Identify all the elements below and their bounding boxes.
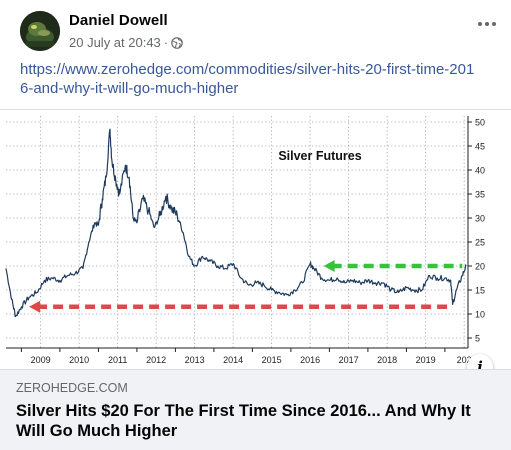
link-preview-card[interactable]: ZEROHEDGE.COM Silver Hits $20 For The Fi…: [0, 369, 511, 450]
link-preview-image[interactable]: 5 10 15 20 25 30 35 40 45 50 2009 2010 2011 2012 2013 2…: [0, 109, 511, 370]
y-tick-label: 40: [475, 166, 485, 176]
meta-separator: ·: [163, 35, 169, 50]
y-tick-label: 30: [475, 214, 485, 224]
y-tick-label: 5: [475, 334, 480, 344]
y-tick-label: 35: [475, 190, 485, 200]
silver-futures-chart: 5 10 15 20 25 30 35 40 45 50 2009 2010 2011 2012 2013 2…: [5, 116, 485, 365]
post-timestamp[interactable]: 20 July at 20:43: [69, 35, 161, 50]
x-tick-label: 2009: [31, 355, 51, 365]
link-domain: ZEROHEDGE.COM: [16, 381, 128, 395]
more-options-icon[interactable]: [473, 14, 501, 34]
link-headline[interactable]: Silver Hits $20 For The First Time Since…: [16, 402, 471, 440]
avatar[interactable]: [20, 11, 60, 51]
y-tick-label: 50: [475, 118, 485, 128]
chart-title: Silver Futures: [278, 149, 361, 163]
x-tick-label: 2010: [69, 355, 89, 365]
avatar-image: [20, 11, 60, 51]
x-tick-label: 2018: [377, 355, 397, 365]
x-tick-label: 202: [457, 355, 472, 365]
y-tick-label: 25: [475, 238, 485, 248]
x-tick-label: 2011: [108, 355, 127, 365]
post-meta: 20 July at 20:43 ·: [69, 35, 183, 50]
info-icon-glyph: i: [477, 358, 483, 376]
author-name[interactable]: Daniel Dowell: [69, 12, 168, 29]
x-tick-label: 2014: [223, 355, 243, 365]
red-arrow-head: [29, 300, 41, 313]
x-tick-label: 2019: [416, 355, 436, 365]
y-tick-label: 20: [475, 262, 485, 272]
green-arrow-head: [323, 260, 335, 272]
y-tick-label: 10: [475, 310, 485, 320]
silver-futures-series-line: [5, 128, 467, 318]
x-tick-label: 2017: [339, 355, 359, 365]
x-tick-label: 2016: [300, 355, 320, 365]
x-tick-label: 2012: [146, 355, 166, 365]
x-tick-label: 2013: [185, 355, 205, 365]
post-link[interactable]: https://www.zerohedge.com/commodities/si…: [20, 61, 475, 97]
x-tick-label: 2015: [262, 355, 282, 365]
globe-icon: [171, 37, 183, 49]
y-tick-label: 15: [475, 286, 485, 296]
y-tick-label: 45: [475, 142, 485, 152]
post-header: Daniel Dowell 20 July at 20:43 ·: [0, 0, 511, 56]
